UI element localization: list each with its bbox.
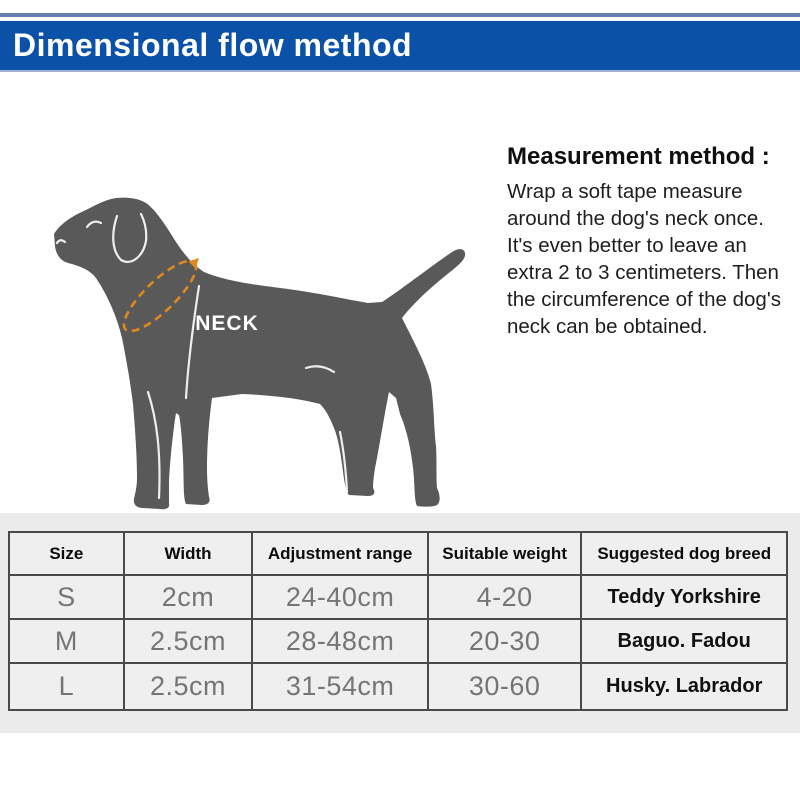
- column-header-adjustment-range: Adjustment range: [251, 531, 429, 576]
- cell-suitable-weight: 4-20: [426, 574, 583, 620]
- column-header-width: Width: [122, 531, 254, 576]
- cell-adjustment-range: 28-48cm: [251, 618, 429, 664]
- dog-silhouette: [54, 197, 466, 510]
- cell-adjustment-range: 24-40cm: [251, 574, 429, 620]
- dog-thigh-crease: [304, 365, 336, 374]
- cell-breed: Teddy Yorkshire: [580, 574, 788, 620]
- page-title: Dimensional flow method: [13, 27, 413, 63]
- table-row-l: L 2.5cm 31-54cm 30-60 Husky. Labrador: [8, 662, 788, 711]
- dog-eye-mark: [85, 220, 103, 229]
- cell-adjustment-range: 31-54cm: [251, 662, 429, 711]
- table-header-row: Size Width Adjustment range Suitable wei…: [8, 531, 788, 576]
- cell-breed: Baguo. Fadou: [580, 618, 788, 664]
- cell-size: M: [8, 618, 125, 664]
- cell-suitable-weight: 30-60: [426, 662, 583, 711]
- cell-size: S: [8, 574, 125, 620]
- cell-width: 2cm: [122, 574, 254, 620]
- dog-illustration: NECK: [54, 197, 466, 510]
- column-header-suggested-breed: Suggested dog breed: [580, 531, 788, 576]
- size-table-section: Size Width Adjustment range Suitable wei…: [0, 513, 800, 733]
- dog-hind-leg-line: [338, 430, 349, 494]
- neck-label: NECK: [195, 312, 259, 335]
- measurement-method-section: Measurement method : Wrap a soft tape me…: [507, 143, 799, 340]
- dog-ear-line: [112, 212, 148, 263]
- cell-breed: Husky. Labrador: [580, 662, 788, 711]
- column-header-size: Size: [8, 531, 125, 576]
- top-accent-line: [0, 13, 800, 17]
- column-header-suitable-weight: Suitable weight: [426, 531, 583, 576]
- cell-size: L: [8, 662, 125, 711]
- table-row-m: M 2.5cm 28-48cm 20-30 Baguo. Fadou: [8, 618, 788, 664]
- title-banner: Dimensional flow method: [0, 21, 800, 72]
- measure-arrow-icon: [188, 258, 199, 269]
- measurement-body: Wrap a soft tape measure around the dog'…: [507, 180, 781, 338]
- dog-chest-leg-line: [146, 390, 161, 500]
- dog-nose-mark: [55, 239, 67, 245]
- size-table: Size Width Adjustment range Suitable wei…: [8, 531, 788, 711]
- cell-width: 2.5cm: [122, 662, 254, 711]
- cell-width: 2.5cm: [122, 618, 254, 664]
- dog-shoulder-line: [184, 284, 201, 400]
- table-row-s: S 2cm 24-40cm 4-20 Teddy Yorkshire: [8, 574, 788, 620]
- dog-front-leg-separator: [169, 418, 178, 502]
- dog-detail-lines: [55, 212, 349, 502]
- measurement-title: Measurement method :: [507, 143, 770, 170]
- cell-suitable-weight: 20-30: [426, 618, 583, 664]
